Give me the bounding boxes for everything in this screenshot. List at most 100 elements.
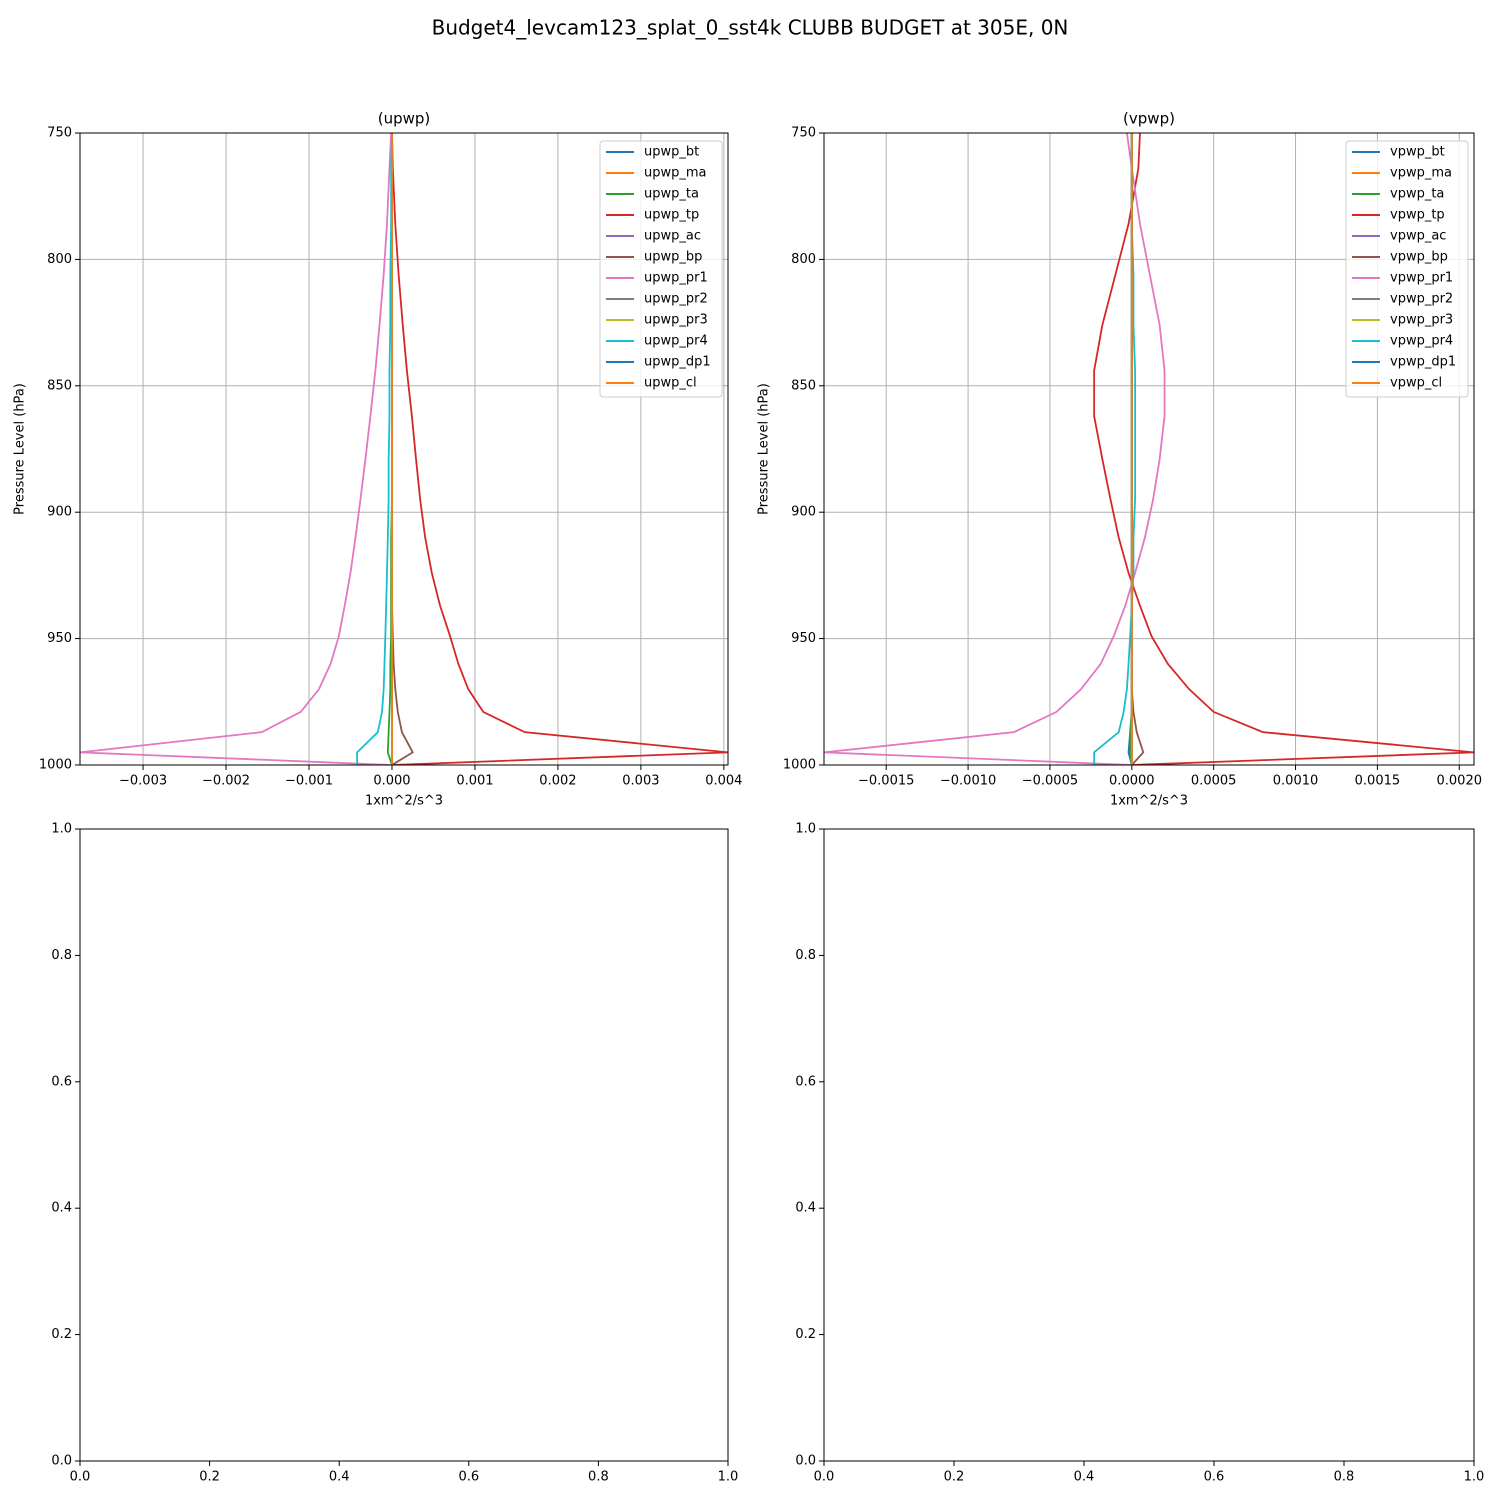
- series-line: [1093, 133, 1136, 765]
- x-tick-label: 1.0: [718, 1470, 739, 1485]
- y-tick-label: 900: [47, 505, 72, 520]
- y-tick-label: 1000: [783, 758, 816, 773]
- y-tick-label: 900: [791, 505, 816, 520]
- legend-label: upwp_bt: [644, 145, 699, 160]
- subplot: 0.0 0.2 0.4 0.6 0.8 1.0 0.0 0.2 0.4 0.6 0.8 1.0: [795, 822, 1484, 1485]
- x-tick-label: 0.0000: [1109, 774, 1155, 789]
- x-tick-label: −0.001: [285, 774, 333, 789]
- y-axis-label: Pressure Level (hPa): [13, 383, 28, 515]
- x-tick-label: −0.0015: [858, 774, 914, 789]
- y-tick-label: 0.8: [795, 948, 816, 963]
- y-tick-label: 800: [791, 252, 816, 267]
- series-line: [356, 133, 393, 765]
- legend-label: vpwp_pr1: [1390, 271, 1453, 286]
- x-tick-label: 0.4: [1074, 1470, 1095, 1485]
- y-tick-label: 850: [791, 378, 816, 393]
- axes-frame: [823, 132, 1475, 766]
- legend-label: vpwp_pr3: [1390, 313, 1453, 328]
- x-tick-label: 0.2: [199, 1470, 220, 1485]
- y-tick-label: 1.0: [51, 822, 72, 837]
- legend-label: vpwp_tp: [1390, 208, 1445, 223]
- y-tick-label: 0.8: [51, 948, 72, 963]
- x-tick-label: 0.000: [373, 774, 410, 789]
- legend-label: upwp_ta: [644, 187, 699, 202]
- x-axis-label: 1xm^2/s^3: [1110, 794, 1188, 809]
- x-tick-label: 0.6: [458, 1470, 479, 1485]
- legend-label: vpwp_pr2: [1390, 292, 1453, 307]
- legend-label: upwp_ma: [644, 166, 707, 181]
- legend-box: [599, 140, 723, 398]
- x-tick-label: 0.002: [539, 774, 576, 789]
- x-tick-label: 0.0010: [1273, 774, 1319, 789]
- legend-box: [1345, 140, 1469, 398]
- x-tick-label: −0.0010: [940, 774, 996, 789]
- x-tick-label: 1.0: [1464, 1470, 1485, 1485]
- y-tick-label: 0.2: [51, 1327, 72, 1342]
- legend-label: upwp_dp1: [644, 355, 711, 370]
- legend-label: upwp_cl: [644, 376, 697, 391]
- legend-label: upwp_ac: [644, 229, 701, 244]
- legend-label: upwp_pr1: [644, 271, 708, 286]
- y-tick-label: 0.4: [51, 1201, 72, 1216]
- y-axis-label: Pressure Level (hPa): [757, 383, 772, 515]
- x-tick-label: 0.001: [456, 774, 493, 789]
- legend-label: vpwp_ta: [1390, 187, 1444, 202]
- legend-label: vpwp_bt: [1390, 145, 1445, 160]
- subplot-title: (upwp): [378, 110, 431, 128]
- x-tick-label: 0.8: [588, 1470, 609, 1485]
- y-tick-label: 750: [47, 126, 72, 141]
- x-tick-label: 0.0: [70, 1470, 91, 1485]
- y-tick-label: 0.6: [51, 1074, 72, 1089]
- subplot-title: (vpwp): [1123, 110, 1175, 128]
- x-tick-label: 0.4: [329, 1470, 350, 1485]
- legend-label: upwp_bp: [644, 250, 702, 265]
- y-tick-label: 1000: [39, 758, 72, 773]
- legend-label: vpwp_ac: [1390, 229, 1446, 244]
- series-line: [824, 133, 1166, 765]
- axes-frame: [79, 828, 729, 1462]
- y-tick-label: 0.6: [795, 1074, 816, 1089]
- legend-label: vpwp_bp: [1390, 250, 1448, 265]
- legend-label: vpwp_pr4: [1390, 334, 1453, 349]
- x-tick-label: 0.0005: [1191, 774, 1237, 789]
- legend-label: upwp_pr4: [644, 334, 708, 349]
- x-axis-label: 1xm^2/s^3: [365, 794, 443, 809]
- series-line: [391, 133, 728, 765]
- x-tick-label: 0.0: [814, 1470, 835, 1485]
- legend-label: upwp_pr3: [644, 313, 708, 328]
- subplot: 0.0 0.2 0.4 0.6 0.8 1.0 0.0 0.2 0.4 0.6 0.8 1.0: [51, 822, 738, 1485]
- y-tick-label: 950: [791, 631, 816, 646]
- legend-label: vpwp_cl: [1390, 376, 1442, 391]
- x-tick-label: 0.0015: [1355, 774, 1401, 789]
- x-tick-label: −0.002: [202, 774, 250, 789]
- legend-label: upwp_pr2: [644, 292, 708, 307]
- x-tick-label: 0.004: [705, 774, 742, 789]
- x-tick-label: 0.6: [1204, 1470, 1225, 1485]
- legend: vpwp_bt vpwp_ma vpwp_ta vpwp_tp vpwp_ac vpwp_…: [1345, 140, 1469, 398]
- x-tick-label: 0.8: [1334, 1470, 1355, 1485]
- x-tick-label: −0.0005: [1022, 774, 1078, 789]
- legend-label: vpwp_ma: [1390, 166, 1452, 181]
- axes-frame: [79, 132, 729, 766]
- series-line: [1093, 133, 1474, 765]
- y-tick-label: 0.2: [795, 1327, 816, 1342]
- y-tick-label: 1.0: [795, 822, 816, 837]
- x-tick-label: 0.2: [944, 1470, 965, 1485]
- figure-title: Budget4_levcam123_splat_0_sst4k CLUBB BU…: [432, 16, 1069, 40]
- y-tick-label: 850: [47, 378, 72, 393]
- y-tick-label: 950: [47, 631, 72, 646]
- axes-frame: [823, 828, 1475, 1462]
- legend-label: upwp_tp: [644, 208, 699, 223]
- y-tick-label: 0.0: [795, 1454, 816, 1469]
- subplot: −0.0015 −0.0010 −0.0005 0.0000 0.0005 0.0010 0…: [757, 110, 1483, 809]
- legend: upwp_bt upwp_ma upwp_ta upwp_tp upwp_ac upwp_…: [599, 140, 723, 398]
- y-tick-label: 800: [47, 252, 72, 267]
- y-tick-label: 0.4: [795, 1201, 816, 1216]
- legend-label: vpwp_dp1: [1390, 355, 1456, 370]
- subplot: −0.003 −0.002 −0.001 0.000 0.001 0.002 0.003 0.…: [13, 110, 743, 809]
- y-tick-label: 750: [791, 126, 816, 141]
- series-line: [80, 133, 393, 765]
